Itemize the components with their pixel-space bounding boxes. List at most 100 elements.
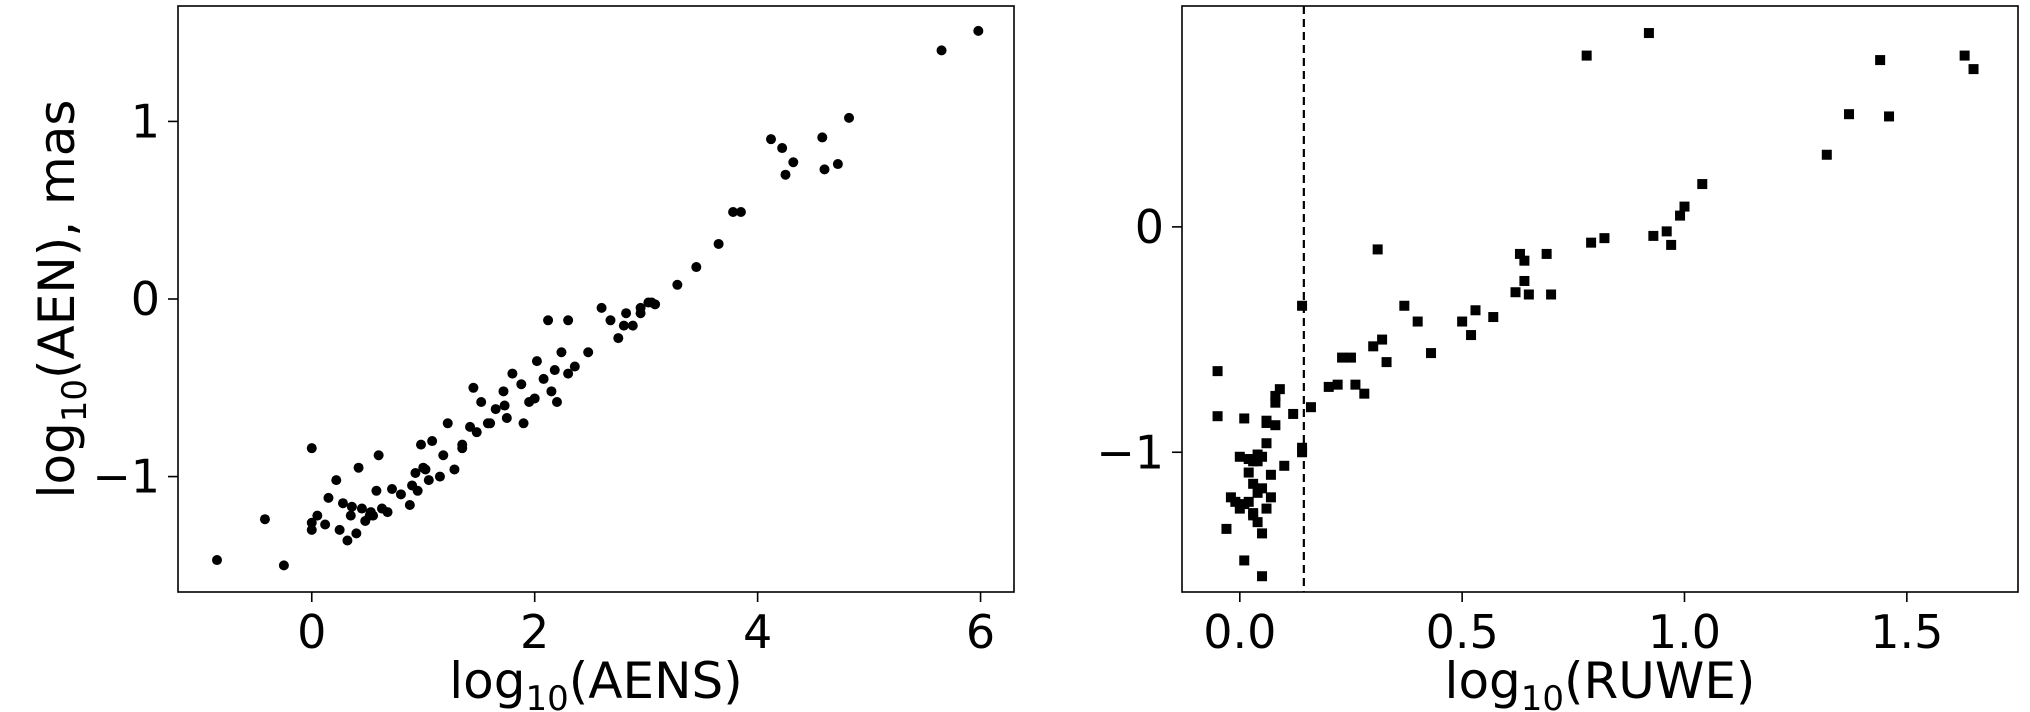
data-point bbox=[543, 315, 554, 326]
data-point bbox=[529, 393, 540, 404]
data-point bbox=[342, 535, 353, 546]
data-point bbox=[1643, 28, 1654, 39]
data-point bbox=[1274, 384, 1285, 395]
data-point bbox=[635, 308, 646, 319]
data-point bbox=[1697, 179, 1708, 190]
data-point bbox=[442, 418, 453, 429]
x-tick-label: 0 bbox=[297, 605, 326, 659]
data-point bbox=[1270, 397, 1281, 408]
data-point bbox=[1350, 379, 1361, 390]
data-point bbox=[844, 112, 855, 123]
data-point bbox=[1337, 352, 1348, 363]
data-point bbox=[1332, 379, 1343, 390]
data-point bbox=[1243, 467, 1254, 478]
plot-area-frame bbox=[177, 5, 1015, 593]
data-point bbox=[728, 206, 739, 217]
data-point bbox=[212, 555, 223, 566]
data-point bbox=[1599, 233, 1610, 244]
data-point bbox=[485, 418, 496, 429]
data-point bbox=[516, 379, 527, 390]
data-point bbox=[596, 302, 607, 313]
data-point bbox=[551, 396, 562, 407]
data-point bbox=[621, 308, 632, 319]
data-point bbox=[627, 320, 638, 331]
x-tick-label: 1.5 bbox=[1870, 605, 1943, 659]
data-point bbox=[1297, 300, 1308, 311]
data-point bbox=[672, 279, 683, 290]
data-point bbox=[356, 503, 367, 514]
data-point bbox=[531, 356, 542, 367]
data-point bbox=[819, 164, 830, 175]
data-point bbox=[936, 45, 947, 56]
data-point bbox=[1359, 388, 1370, 399]
data-point bbox=[777, 143, 788, 154]
data-point bbox=[538, 373, 549, 384]
data-point bbox=[618, 320, 629, 331]
y-tick-label: −1 bbox=[92, 450, 160, 504]
plot-area-frame bbox=[1181, 5, 2019, 593]
data-point bbox=[1261, 415, 1272, 426]
data-point bbox=[438, 450, 449, 461]
data-point bbox=[1252, 517, 1263, 528]
data-point bbox=[766, 134, 777, 145]
data-point bbox=[1279, 460, 1290, 471]
data-point bbox=[1230, 496, 1241, 507]
y-tick-label: 0 bbox=[131, 272, 160, 326]
data-point bbox=[1248, 478, 1259, 489]
data-point bbox=[1377, 334, 1388, 345]
data-point bbox=[1523, 289, 1534, 300]
data-point bbox=[788, 157, 799, 168]
data-point bbox=[1239, 555, 1250, 566]
data-point bbox=[563, 368, 574, 379]
data-point bbox=[1305, 402, 1316, 413]
data-point bbox=[465, 421, 476, 432]
data-point bbox=[1675, 210, 1686, 221]
data-point bbox=[312, 510, 323, 521]
data-point bbox=[1541, 248, 1552, 259]
left-scatter-panel: 0 2 4 6 −1 0 1 log10(AENS) log10(AEN), mas bbox=[28, 5, 1015, 712]
data-point bbox=[1457, 316, 1468, 327]
data-point bbox=[499, 400, 510, 411]
data-point bbox=[345, 510, 356, 521]
data-point bbox=[549, 365, 560, 376]
data-point bbox=[1261, 438, 1272, 449]
data-point bbox=[306, 443, 317, 454]
data-point bbox=[563, 315, 574, 326]
data-point bbox=[1381, 357, 1392, 368]
data-point bbox=[1257, 528, 1268, 539]
data-point bbox=[1648, 230, 1659, 241]
data-point bbox=[1466, 330, 1477, 341]
data-point bbox=[371, 485, 382, 496]
data-point bbox=[410, 468, 421, 479]
data-point bbox=[337, 498, 348, 509]
data-point bbox=[1884, 111, 1895, 122]
data-point bbox=[1288, 408, 1299, 419]
data-point bbox=[323, 492, 334, 503]
x-tick-label: 1.0 bbox=[1648, 605, 1721, 659]
data-point bbox=[1514, 248, 1525, 259]
x-tick-label: 0.5 bbox=[1426, 605, 1499, 659]
data-point bbox=[1212, 411, 1223, 422]
data-point bbox=[471, 427, 482, 438]
data-point bbox=[412, 485, 423, 496]
data-point bbox=[1821, 149, 1832, 160]
data-point bbox=[501, 412, 512, 423]
x-tick-label: 2 bbox=[520, 605, 549, 659]
data-point bbox=[368, 510, 379, 521]
data-point bbox=[457, 439, 468, 450]
data-point bbox=[780, 169, 791, 180]
data-point bbox=[613, 333, 624, 344]
data-point bbox=[507, 368, 518, 379]
data-point bbox=[373, 450, 384, 461]
x-axis-label: log10(AENS) bbox=[449, 652, 742, 712]
data-point bbox=[973, 25, 984, 36]
data-point bbox=[346, 501, 357, 512]
data-point bbox=[498, 386, 509, 397]
data-point bbox=[1368, 341, 1379, 352]
data-point bbox=[1297, 442, 1308, 453]
data-point bbox=[1265, 492, 1276, 503]
data-point bbox=[1586, 237, 1597, 248]
data-point bbox=[427, 436, 438, 447]
data-point bbox=[1257, 571, 1268, 582]
